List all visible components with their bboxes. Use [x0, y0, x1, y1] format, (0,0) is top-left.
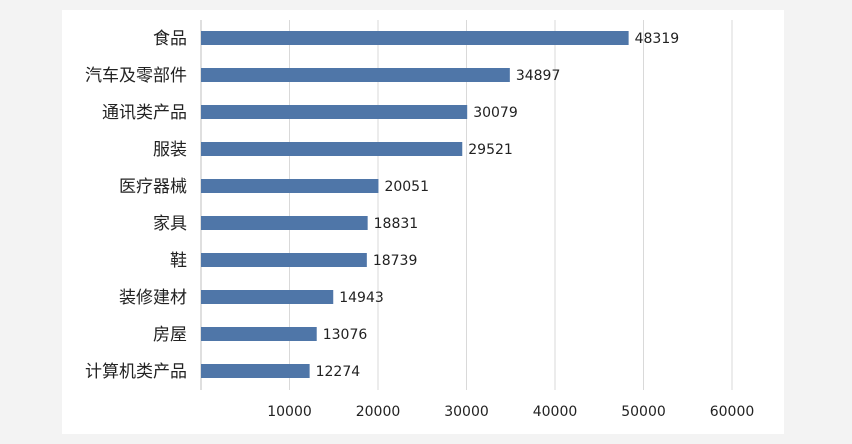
data-label: 18831 [374, 216, 419, 232]
x-tick-label: 50000 [621, 404, 666, 420]
data-label: 13076 [323, 327, 368, 343]
data-label: 14943 [339, 290, 384, 306]
data-label: 34897 [516, 68, 561, 84]
x-tick-label: 60000 [710, 404, 755, 420]
data-label: 29521 [468, 142, 513, 158]
category-label: 食品 [153, 29, 187, 49]
data-label: 30079 [473, 105, 518, 121]
x-tick-label: 20000 [356, 404, 401, 420]
category-label: 计算机类产品 [85, 362, 187, 382]
category-label: 汽车及零部件 [85, 66, 187, 86]
category-label: 鞋 [170, 251, 187, 271]
bar [201, 290, 334, 304]
bar [201, 179, 379, 193]
bar [201, 327, 317, 341]
bar [201, 142, 463, 156]
bar [201, 31, 629, 45]
data-label: 18739 [373, 253, 418, 269]
x-tick-label: 10000 [267, 404, 312, 420]
category-label: 通讯类产品 [102, 103, 187, 123]
bar [201, 68, 510, 82]
bar [201, 364, 310, 378]
category-label: 服装 [153, 140, 187, 160]
x-tick-label: 30000 [444, 404, 489, 420]
category-label: 家具 [153, 214, 187, 234]
category-label: 医疗器械 [119, 177, 187, 197]
data-label: 20051 [384, 179, 429, 195]
data-label: 48319 [635, 31, 680, 47]
category-label: 装修建材 [119, 288, 187, 308]
bar [201, 105, 468, 119]
bar [201, 216, 368, 230]
bar [201, 253, 367, 267]
x-tick-label: 40000 [533, 404, 578, 420]
category-label: 房屋 [153, 325, 187, 345]
data-label: 12274 [316, 364, 361, 380]
